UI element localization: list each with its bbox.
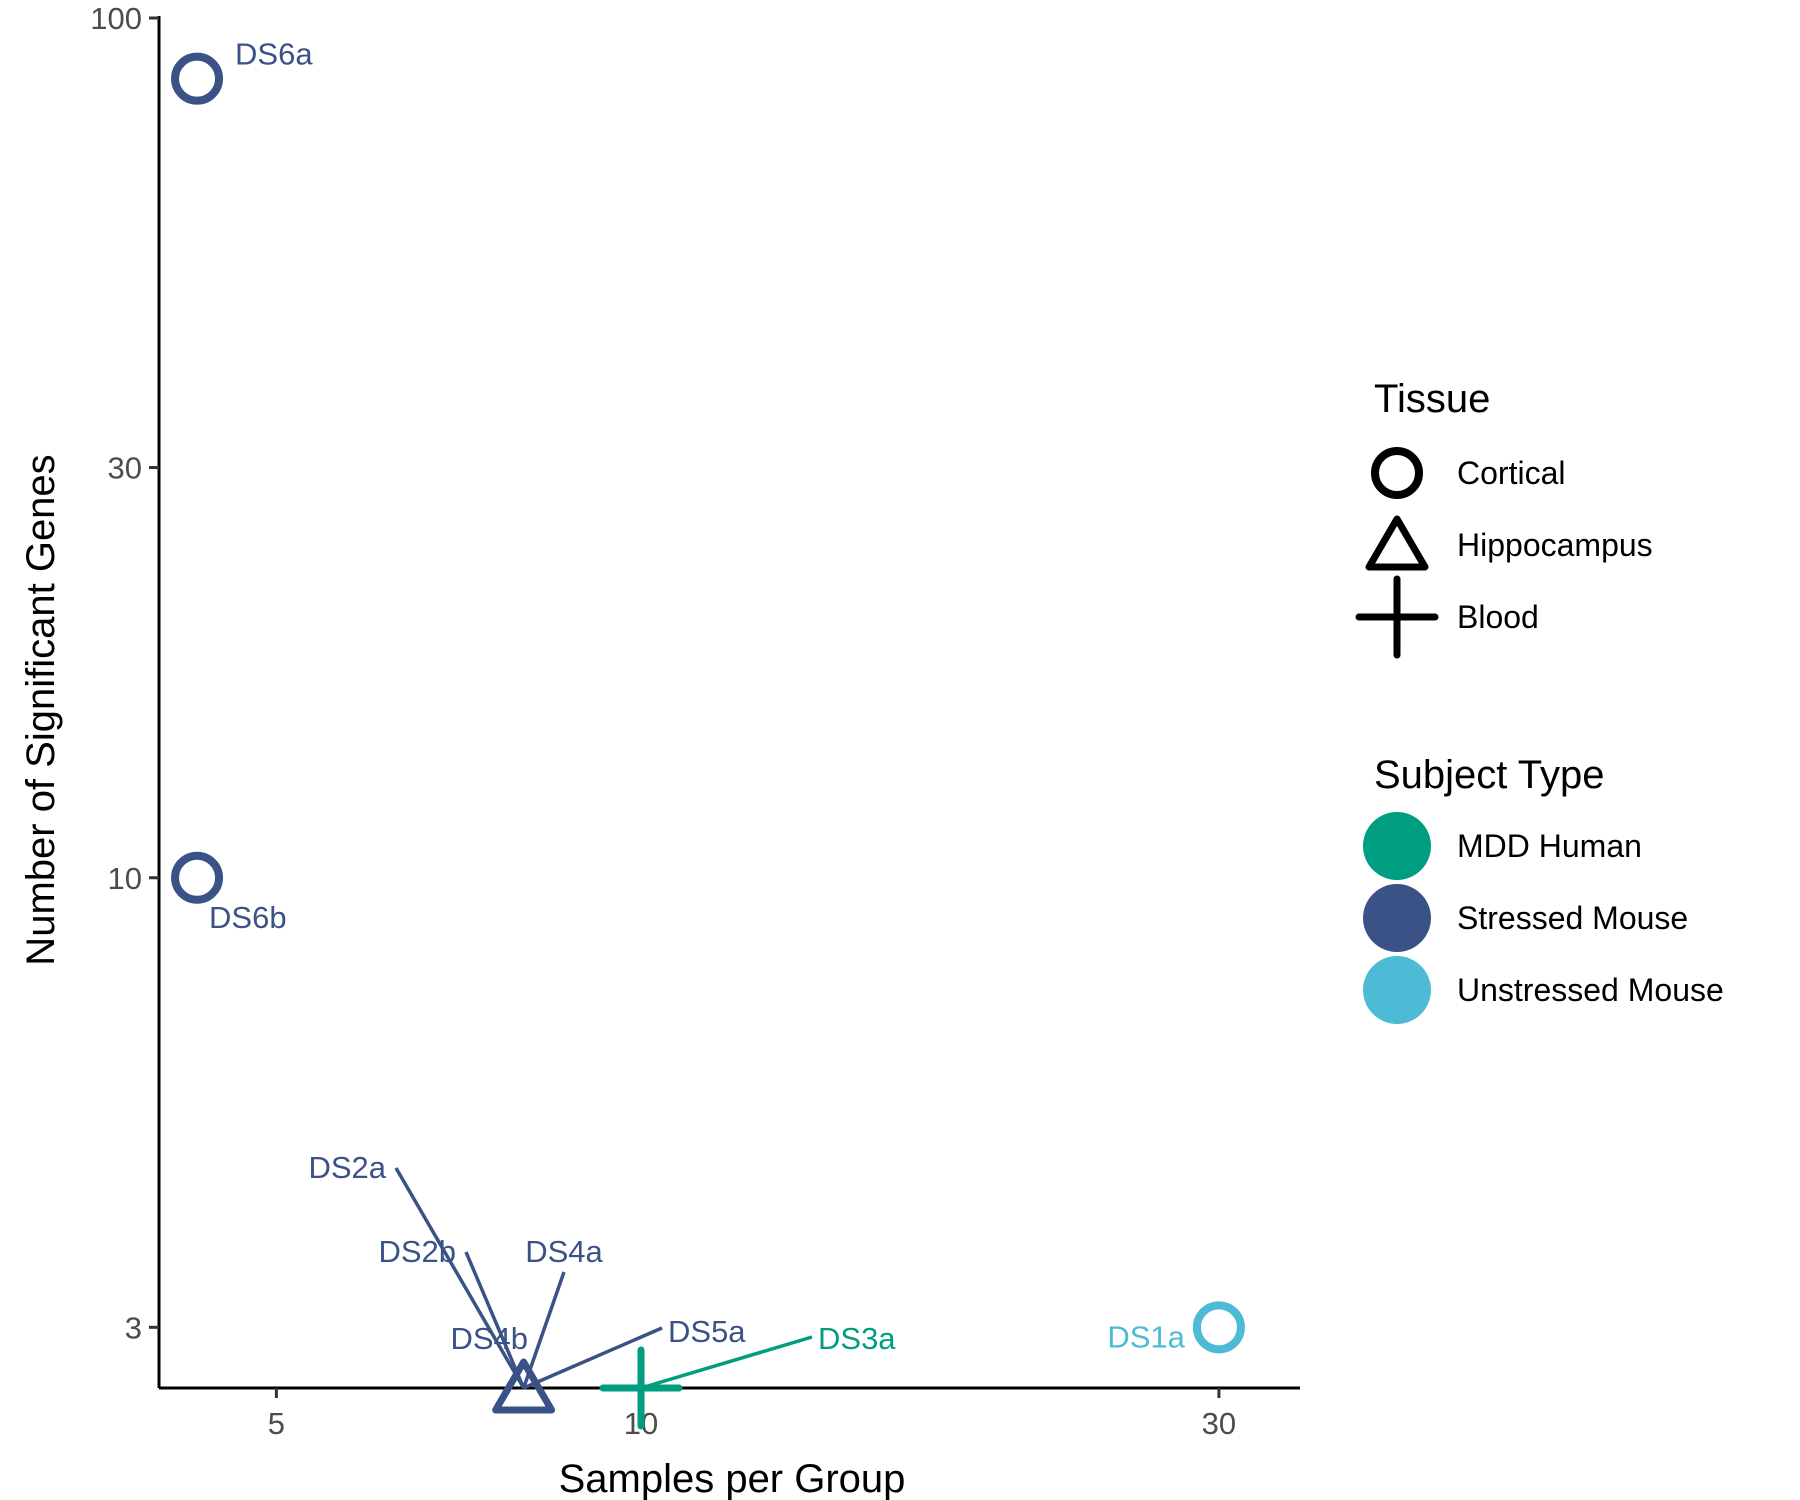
point-label-DS3a: DS3a (818, 1321, 896, 1356)
y-tick-label: 3 (125, 1310, 142, 1345)
x-tick-label: 30 (1202, 1406, 1236, 1441)
point-DS1a (1192, 1301, 1245, 1354)
legend-title-subject: Subject Type (1374, 753, 1605, 797)
point-label-DS4b: DS4b (450, 1321, 528, 1356)
label-segment (464, 1251, 526, 1389)
legend-key-blood (1355, 575, 1439, 659)
label-segment (394, 1167, 526, 1389)
legend-label-blood: Blood (1457, 599, 1539, 635)
point-label-DS6a: DS6a (235, 37, 313, 72)
points (171, 52, 1245, 1430)
legend-label-subject-2: Unstressed Mouse (1457, 972, 1724, 1008)
x-tick-label: 5 (268, 1406, 285, 1441)
point-labels: DS6a DS6b DS1a DS2a DS2b DS4a DS4b DS5a DS3a (209, 37, 1186, 1390)
triangle-shape (492, 1358, 556, 1414)
legend-swatch-1 (1363, 884, 1431, 952)
point-DS2a (492, 1358, 556, 1414)
circle-shape (1371, 447, 1423, 499)
x-axis-title: Samples per Group (559, 1457, 906, 1500)
point-label-DS2b: DS2b (378, 1234, 456, 1269)
legend-label-cortical: Cortical (1457, 455, 1565, 491)
legend-swatch-0 (1363, 812, 1431, 880)
point-label-DS5a: DS5a (668, 1314, 746, 1349)
y-axis-title: Number of Significant Genes (19, 454, 63, 965)
legend-title-tissue: Tissue (1374, 377, 1490, 421)
legend-swatch-2 (1363, 956, 1431, 1024)
point-DS6b (171, 851, 224, 904)
point-label-DS4a: DS4a (525, 1234, 603, 1269)
legend-key-hippocampus (1365, 515, 1429, 571)
y-tick-label: 30 (108, 451, 142, 486)
triangle-shape (1365, 515, 1429, 571)
legend: Tissue Subject Type Cortical Hippocampus B… (1355, 377, 1724, 1024)
point-DS3a (599, 1346, 683, 1430)
label-segment (522, 1326, 663, 1390)
y-tick-label: 100 (90, 1, 142, 36)
legend-key-cortical (1371, 447, 1423, 499)
point-label-DS1a: DS1a (1107, 1319, 1185, 1354)
point-DS6a (171, 52, 224, 105)
point-label-DS6b: DS6b (209, 900, 287, 935)
circle-shape (171, 851, 224, 904)
legend-label-subject-0: MDD Human (1457, 828, 1642, 864)
point-label-DS2a: DS2a (308, 1150, 386, 1185)
legend-label-subject-1: Stressed Mouse (1457, 900, 1688, 936)
legend-label-hippocampus: Hippocampus (1457, 527, 1653, 563)
y-tick-label: 10 (108, 861, 142, 896)
axes: 5103031030100 (90, 1, 1300, 1441)
legend-items: Cortical Hippocampus Blood MDD Human Stresse… (1355, 447, 1724, 1024)
label-segment (640, 1335, 813, 1390)
circle-shape (1192, 1301, 1245, 1354)
circle-shape (171, 52, 224, 105)
